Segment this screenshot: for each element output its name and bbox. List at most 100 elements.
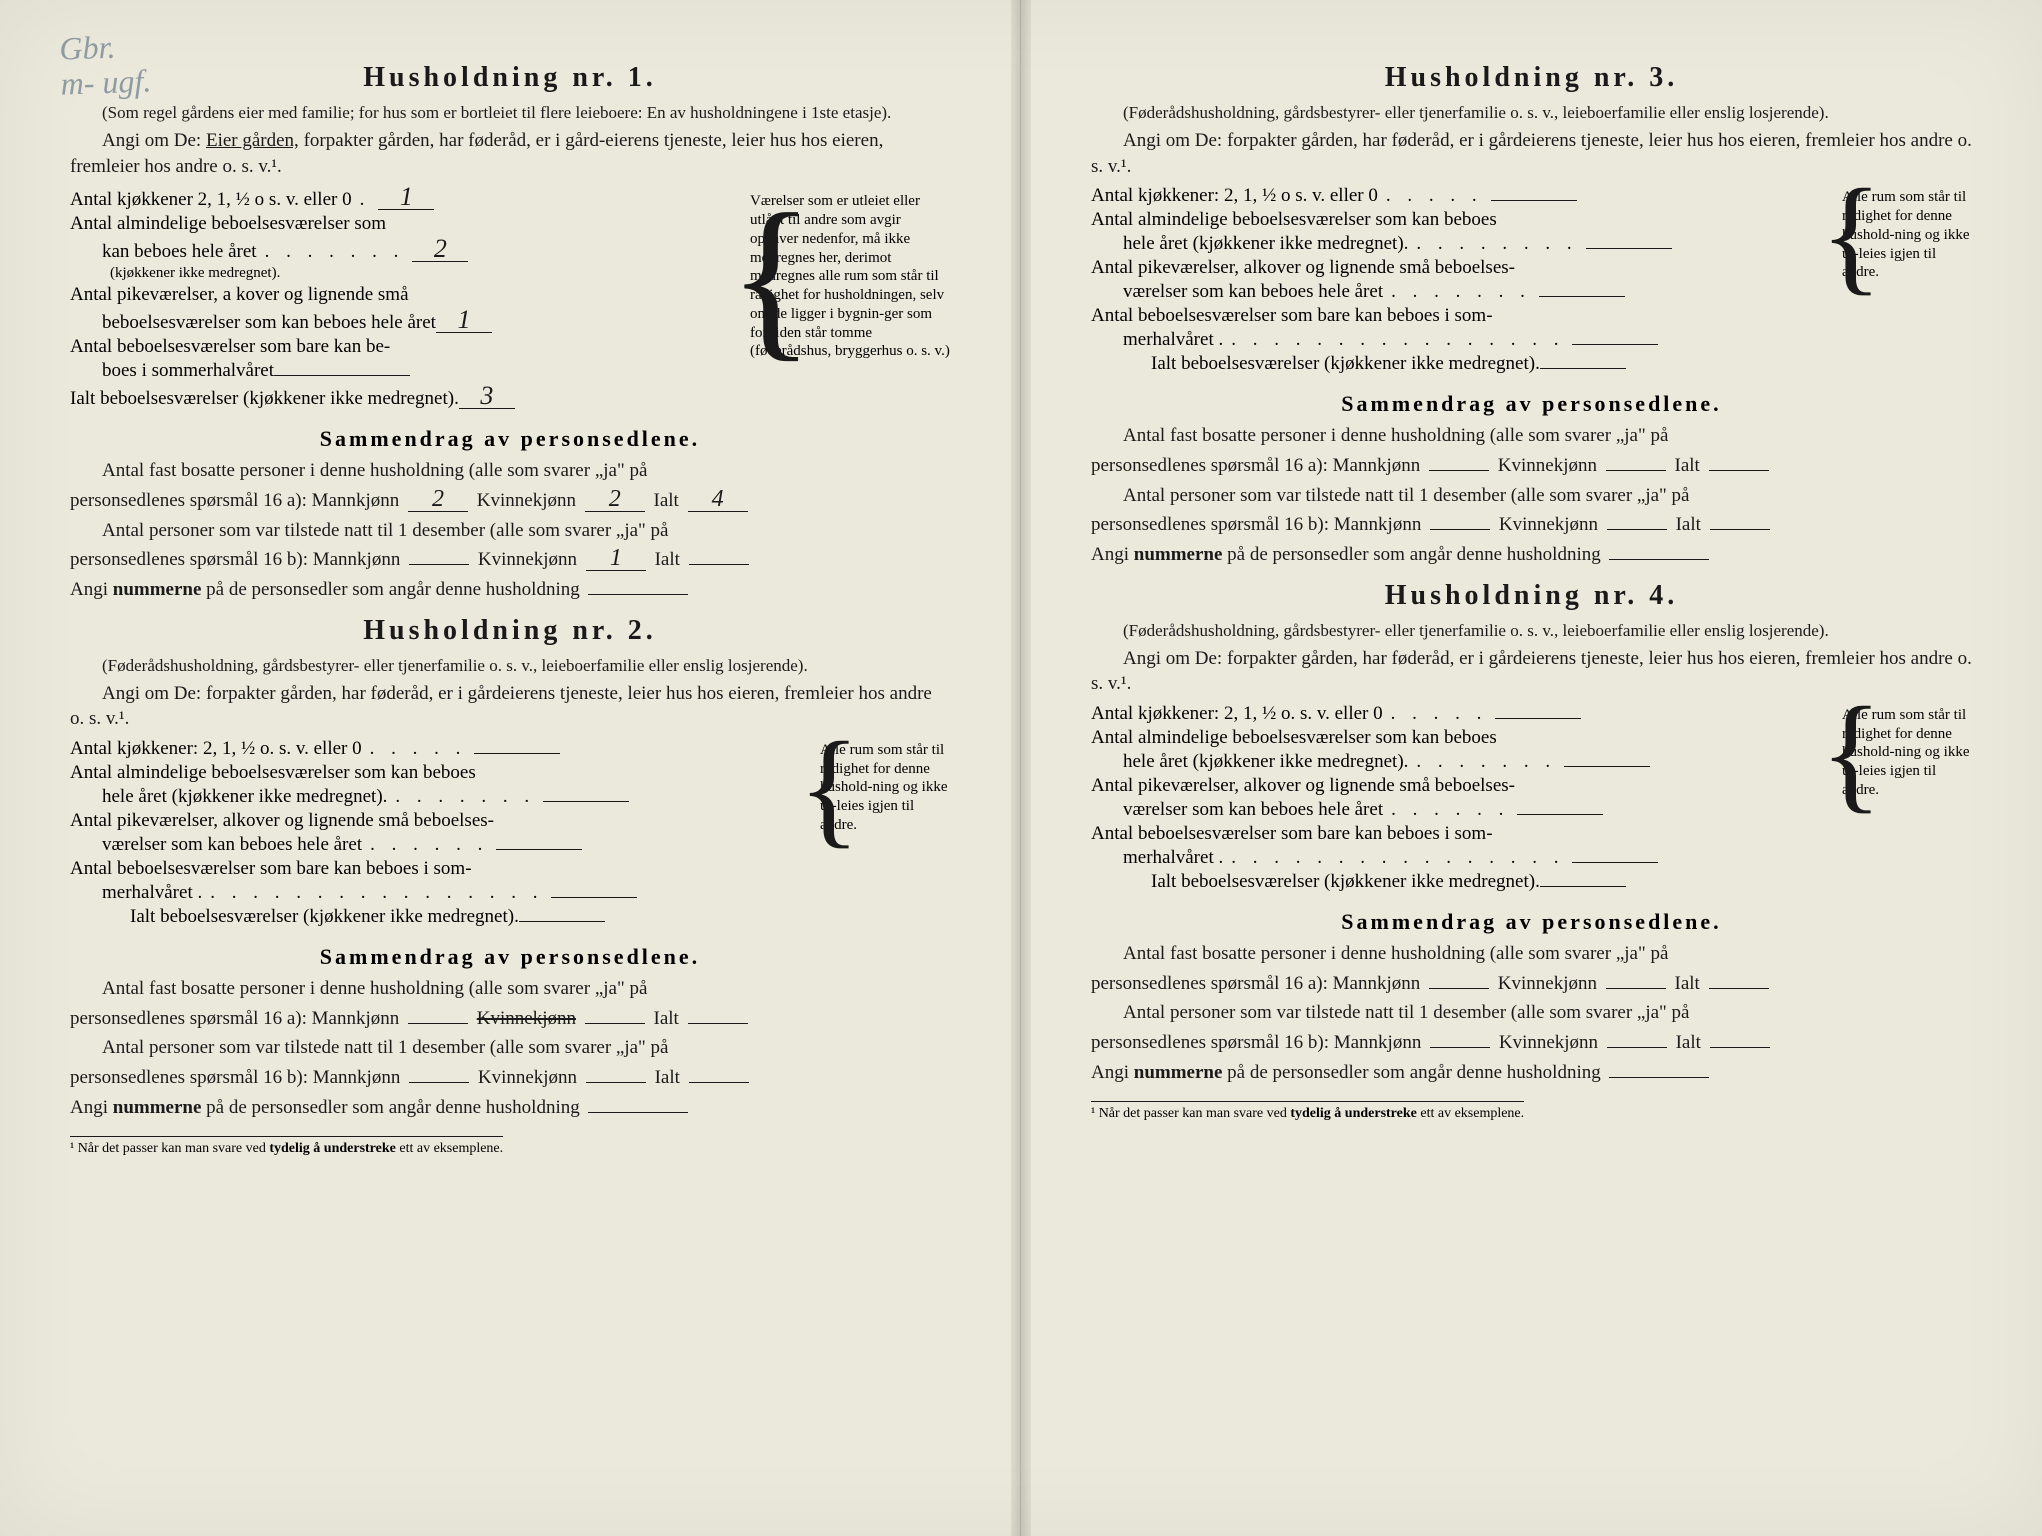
h3-brace: { — [1820, 188, 1832, 282]
h4-s-line3: Antal personer som var tilstede natt til… — [1091, 1000, 1972, 1026]
census-document: Gbr. m- ugf. Husholdning nr. 1. (Som reg… — [0, 0, 2042, 1536]
h2-mann-b — [409, 1082, 469, 1083]
h2-total-val — [519, 921, 605, 922]
h3-ialt-b — [1710, 529, 1770, 530]
h3-q3b: værelser som kan beboes hele året . . . … — [1091, 281, 1826, 303]
h1-num-blank — [588, 594, 688, 595]
h3-q2b: hele året (kjøkkener ikke medregnet). . … — [1091, 233, 1826, 255]
h4-mann-b-label: personsedlenes spørsmål 16 b): Mannkjønn — [1091, 1032, 1421, 1053]
h2-kvin-label-struck: Kvinnekjønn — [477, 1008, 576, 1029]
h2-footnote-text: ¹ Når det passer kan man svare ved tydel… — [70, 1141, 503, 1156]
h1-q2b-text: kan beboes hele året — [102, 241, 257, 263]
h3-q2b-text: hele året (kjøkkener ikke medregnet). — [1123, 233, 1408, 255]
h2-q3b-text: værelser som kan beboes hele året — [102, 834, 362, 856]
h2-q3a: Antal pikeværelser, alkover og lignende … — [70, 810, 804, 832]
h3-q4a: Antal beboelsesværelser som bare kan beb… — [1091, 305, 1826, 327]
h1-q2b: kan beboes hele året . . . . . . . 2 — [70, 237, 734, 263]
h3-ialt-label: Ialt — [1675, 455, 1700, 476]
h2-q2b-text: hele året (kjøkkener ikke medregnet). — [102, 786, 387, 808]
h1-s-line1: Antal fast bosatte personer i denne hush… — [70, 458, 950, 484]
h1-num-prefix: Angi nummerne på de personsedler som ang… — [70, 579, 580, 600]
h2-subtitle: (Føderådshusholdning, gårdsbestyrer- ell… — [70, 655, 950, 677]
h2-brace: { — [798, 741, 810, 835]
h3-num-prefix: Angi nummerne på de personsedler som ang… — [1091, 544, 1601, 565]
h1-a2: 2 — [412, 237, 468, 261]
h4-s-line2: personsedlenes spørsmål 16 a): Mannkjønn… — [1091, 971, 1972, 997]
h3-title: Husholdning nr. 3. — [1091, 62, 1972, 94]
h2-numline: Angi nummerne på de personsedler som ang… — [70, 1095, 950, 1121]
h4-mann-label: personsedlenes spørsmål 16 a): Mannkjønn — [1091, 973, 1420, 994]
h4-total-label: Ialt beboelsesværelser (kjøkkener ikke m… — [1151, 871, 1540, 893]
h4-a1 — [1495, 718, 1581, 719]
h2-ialt-b-label: Ialt — [655, 1067, 680, 1088]
h1-q2a: Antal almindelige beboelsesværelser som — [70, 213, 734, 235]
h1-numline: Angi nummerne på de personsedler som ang… — [70, 577, 950, 603]
h3-q1-label: Antal kjøkkener: 2, 1, ½ o s. v. eller 0 — [1091, 185, 1378, 207]
h1-q4b: boes i sommerhalvåret — [70, 360, 734, 382]
h2-s-line3: Antal personer som var tilstede natt til… — [70, 1035, 950, 1061]
h1-q1-dots: . — [352, 189, 379, 211]
h2-sammendrag-title: Sammendrag av personsedlene. — [70, 944, 950, 970]
h4-num-blank — [1609, 1077, 1709, 1078]
h2-total-label: Ialt beboelsesværelser (kjøkkener ikke m… — [130, 906, 519, 928]
h1-q2a-text: Antal almindelige beboelsesværelser som — [70, 213, 386, 235]
h2-side-note: { Alle rum som står til rådighet for den… — [804, 741, 950, 835]
h2-main-col: Antal kjøkkener: 2, 1, ½ o. s. v. eller … — [70, 736, 804, 930]
h2-footnote: ¹ Når det passer kan man svare ved tydel… — [70, 1136, 503, 1157]
h1-total-val: 3 — [459, 384, 515, 408]
h1-s-mann-b-label: personsedlenes spørsmål 16 b): Mannkjønn — [70, 549, 400, 570]
h4-s-line1: Antal fast bosatte personer i denne hush… — [1091, 941, 1972, 967]
h3-kvin-b — [1607, 529, 1667, 530]
h4-mann-b — [1430, 1047, 1490, 1048]
h1-total-label: Ialt beboelsesværelser (kjøkkener ikke m… — [70, 388, 459, 410]
h1-ialt-label: Ialt — [654, 490, 679, 511]
h4-ialt-a — [1709, 988, 1769, 989]
h4-kvin-b-label: Kvinnekjønn — [1499, 1032, 1598, 1053]
h1-angi-underlined: Eier gården, — [206, 130, 299, 151]
h1-s-line2: personsedlenes spørsmål 16 a): Mannkjønn… — [70, 488, 950, 514]
h4-q4b-text: merhalvåret . — [1123, 847, 1223, 869]
h3-total-val — [1540, 368, 1626, 369]
h4-a4 — [1572, 862, 1658, 863]
h1-s-mann-label: personsedlenes spørsmål 16 a): Mannkjønn — [70, 490, 399, 511]
h3-s-line4: personsedlenes spørsmål 16 b): Mannkjønn… — [1091, 512, 1972, 538]
h1-ialt-b — [689, 564, 749, 565]
handwritten-annotation: Gbr. m- ugf. — [59, 28, 152, 101]
handwriting-line1: Gbr. — [59, 28, 151, 66]
h4-kvin-a — [1606, 988, 1666, 989]
h3-q4b: merhalvåret . . . . . . . . . . . . . . … — [1091, 329, 1826, 351]
h4-q3b: værelser som kan beboes hele året . . . … — [1091, 799, 1826, 821]
h2-q3a-text: Antal pikeværelser, alkover og lignende … — [70, 810, 494, 832]
h4-sammendrag-title: Sammendrag av personsedlene. — [1091, 909, 1972, 935]
h1-kvin-a: 2 — [585, 489, 645, 512]
h3-total: Ialt beboelsesværelser (kjøkkener ikke m… — [1091, 353, 1826, 375]
h2-num-prefix: Angi nummerne på de personsedler som ang… — [70, 1097, 580, 1118]
h1-kvin-label: Kvinnekjønn — [477, 490, 576, 511]
h1-title: Husholdning nr. 1. — [70, 62, 950, 94]
h2-kvin-a — [585, 1023, 645, 1024]
h1-s-line4: personsedlenes spørsmål 16 b): Mannkjønn… — [70, 547, 950, 573]
h2-ialt-b — [689, 1082, 749, 1083]
h1-kvin-b-label: Kvinnekjønn — [478, 549, 577, 570]
h1-q3a-text: Antal pikeværelser, a kover og lignende … — [70, 284, 409, 306]
h2-questions-row: Antal kjøkkener: 2, 1, ½ o. s. v. eller … — [70, 736, 950, 930]
h2-a3 — [496, 849, 582, 850]
h1-main-col: Antal kjøkkener 2, 1, ½ o s. v. eller 0 … — [70, 183, 734, 412]
h4-q4a-text: Antal beboelsesværelser som bare kan beb… — [1091, 823, 1493, 845]
h4-total: Ialt beboelsesværelser (kjøkkener ikke m… — [1091, 871, 1826, 893]
h2-a1 — [474, 753, 560, 754]
h4-main-col: Antal kjøkkener: 2, 1, ½ o. s. v. eller … — [1091, 701, 1826, 895]
h4-q3a-text: Antal pikeværelser, alkover og lignende … — [1091, 775, 1515, 797]
h3-subtitle: (Føderådshusholdning, gårdsbestyrer- ell… — [1091, 102, 1972, 124]
h4-ialt-b — [1710, 1047, 1770, 1048]
left-page: Gbr. m- ugf. Husholdning nr. 1. (Som reg… — [0, 0, 1021, 1536]
h4-ialt-b-label: Ialt — [1676, 1032, 1701, 1053]
h1-sammendrag-title: Sammendrag av personsedlene. — [70, 426, 950, 452]
h1-angi: Angi om De: Eier gården, forpakter gårde… — [70, 128, 950, 179]
h3-q4-dots: . . . . . . . . . . . . . . . . — [1223, 329, 1572, 351]
h3-a1 — [1491, 200, 1577, 201]
h4-numline: Angi nummerne på de personsedler som ang… — [1091, 1060, 1972, 1086]
h4-q1: Antal kjøkkener: 2, 1, ½ o. s. v. eller … — [1091, 703, 1826, 725]
h4-q2b: hele året (kjøkkener ikke medregnet). . … — [1091, 751, 1826, 773]
h3-q3a: Antal pikeværelser, alkover og lignende … — [1091, 257, 1826, 279]
